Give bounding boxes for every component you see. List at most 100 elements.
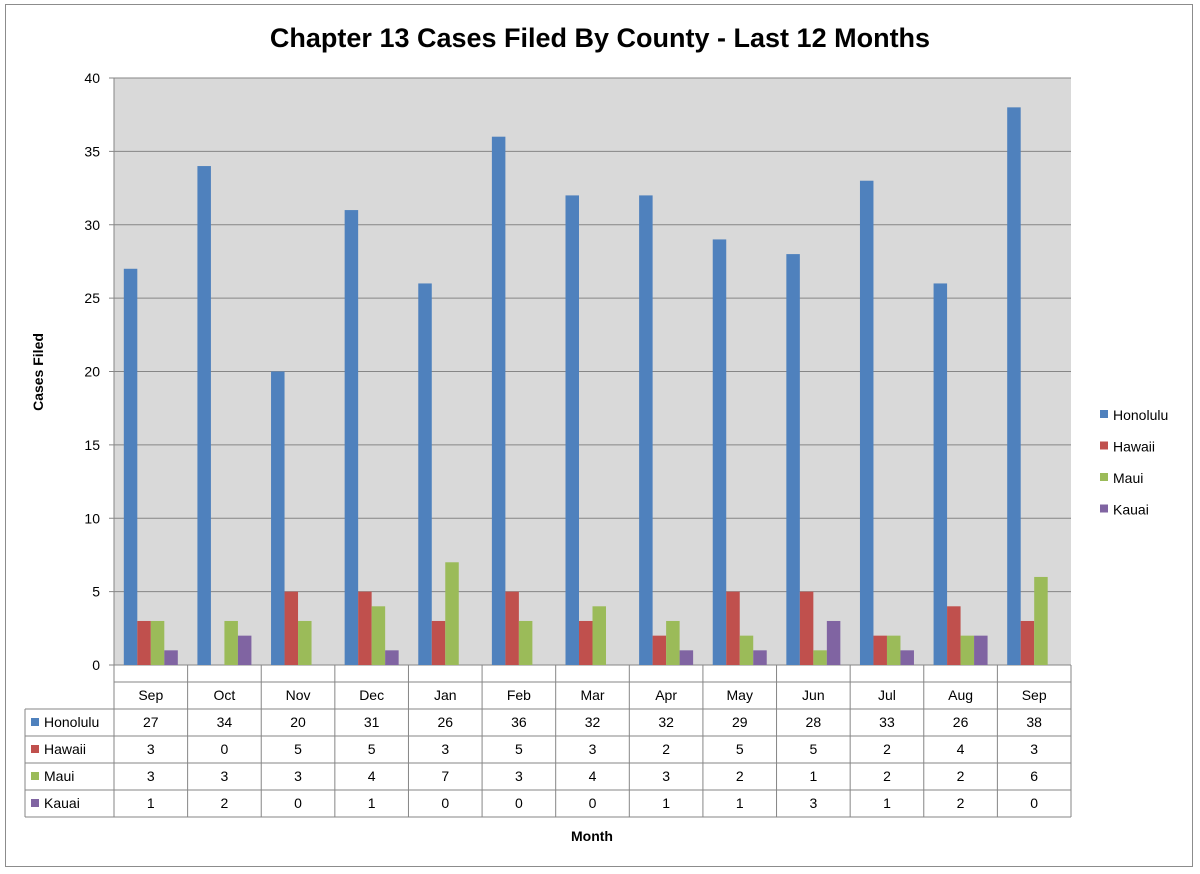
legend-label-hawaii: Hawaii bbox=[1113, 439, 1155, 455]
table-cell-value: 1 bbox=[368, 795, 376, 811]
bar-honolulu bbox=[1007, 107, 1021, 666]
table-cell-value: 27 bbox=[143, 714, 159, 730]
x-tick-label: Jun bbox=[802, 687, 825, 703]
table-cell-value: 33 bbox=[879, 714, 895, 730]
bar-hawaii bbox=[431, 620, 446, 665]
table-cell-value: 2 bbox=[883, 768, 891, 784]
table-legend-key bbox=[31, 745, 39, 753]
table-cell-value: 2 bbox=[957, 795, 965, 811]
table-cell-value: 20 bbox=[290, 714, 306, 730]
table-cell-value: 3 bbox=[147, 768, 155, 784]
table-cell-value: 0 bbox=[1030, 795, 1038, 811]
bar-maui bbox=[371, 606, 386, 665]
table-cell-value: 5 bbox=[736, 741, 744, 757]
bar-hawaii bbox=[652, 635, 667, 665]
x-tick-label: Sep bbox=[138, 687, 163, 703]
table-cell-value: 31 bbox=[364, 714, 380, 730]
legend-label-kauai: Kauai bbox=[1113, 502, 1149, 518]
y-tick-label: 20 bbox=[84, 364, 100, 380]
table-cell-value: 26 bbox=[437, 714, 453, 730]
x-tick-label: Apr bbox=[655, 687, 677, 703]
x-axis-title: Month bbox=[571, 828, 613, 844]
bar-maui bbox=[592, 606, 606, 665]
table-cell-value: 0 bbox=[294, 795, 302, 811]
table-cell-value: 1 bbox=[147, 795, 155, 811]
table-cell-value: 2 bbox=[883, 741, 891, 757]
bar-maui bbox=[518, 620, 533, 665]
bar-kauai bbox=[679, 650, 694, 665]
bar-maui bbox=[224, 620, 238, 665]
table-cell-value: 4 bbox=[589, 768, 597, 784]
y-axis-title: Cases Filed bbox=[30, 333, 46, 411]
bar-kauai bbox=[900, 650, 914, 665]
bar-hawaii bbox=[284, 591, 299, 665]
bar-maui bbox=[1034, 576, 1048, 665]
table-cell-value: 28 bbox=[806, 714, 822, 730]
table-series-label: Maui bbox=[44, 768, 74, 784]
table-series-label: Hawaii bbox=[44, 741, 86, 757]
bar-honolulu bbox=[418, 283, 432, 665]
bar-kauai bbox=[385, 650, 399, 665]
table-cell-value: 5 bbox=[294, 741, 302, 757]
bar-kauai bbox=[237, 635, 252, 665]
table-legend-key bbox=[31, 772, 39, 780]
table-cell-value: 1 bbox=[809, 768, 817, 784]
table-cell-value: 1 bbox=[662, 795, 670, 811]
table-legend-key bbox=[31, 718, 39, 726]
legend-key-maui bbox=[1100, 473, 1108, 481]
bar-maui bbox=[666, 620, 680, 665]
table-cell-value: 3 bbox=[1030, 741, 1038, 757]
x-tick-label: Jul bbox=[878, 687, 896, 703]
bar-maui bbox=[813, 650, 827, 665]
table-cell-value: 32 bbox=[585, 714, 601, 730]
table-cell-value: 3 bbox=[589, 741, 597, 757]
table-cell-value: 2 bbox=[736, 768, 744, 784]
table-cell-value: 3 bbox=[441, 741, 449, 757]
y-tick-label: 10 bbox=[84, 510, 100, 526]
bar-hawaii bbox=[358, 591, 372, 665]
bar-honolulu bbox=[344, 210, 359, 665]
y-tick-label: 0 bbox=[92, 657, 100, 673]
table-cell-value: 6 bbox=[1030, 768, 1038, 784]
chart-title: Chapter 13 Cases Filed By County - Last … bbox=[270, 23, 930, 53]
bar-kauai bbox=[826, 620, 841, 665]
bar-honolulu bbox=[933, 283, 948, 665]
bar-maui bbox=[298, 620, 312, 665]
y-tick-label: 5 bbox=[92, 584, 100, 600]
x-tick-label: Aug bbox=[948, 687, 973, 703]
table-cell-value: 3 bbox=[147, 741, 155, 757]
x-tick-label: Dec bbox=[359, 687, 384, 703]
bar-hawaii bbox=[505, 591, 519, 665]
table-cell-value: 4 bbox=[368, 768, 376, 784]
legend-key-kauai bbox=[1100, 504, 1108, 513]
table-cell-value: 38 bbox=[1026, 714, 1042, 730]
bar-maui bbox=[886, 635, 901, 665]
x-tick-label: May bbox=[727, 687, 753, 703]
x-tick-label: Oct bbox=[214, 687, 236, 703]
legend-key-hawaii bbox=[1100, 441, 1108, 450]
bar-hawaii bbox=[726, 591, 740, 665]
table-cell-value: 5 bbox=[368, 741, 376, 757]
bar-honolulu bbox=[565, 195, 579, 665]
table-cell-value: 0 bbox=[515, 795, 523, 811]
bar-maui bbox=[960, 635, 975, 665]
table-cell-value: 34 bbox=[217, 714, 233, 730]
table-cell-value: 5 bbox=[809, 741, 817, 757]
bar-honolulu bbox=[491, 136, 506, 665]
plot-area: 0 5 10 15 20 25 30 35 40 bbox=[84, 70, 1071, 673]
table-cell-value: 36 bbox=[511, 714, 527, 730]
y-tick-label: 25 bbox=[84, 290, 100, 306]
bar-honolulu bbox=[271, 371, 285, 665]
table-cell-value: 3 bbox=[809, 795, 817, 811]
table-series-label: Kauai bbox=[44, 795, 80, 811]
legend: Honolulu Hawaii Maui Kauai bbox=[1100, 407, 1168, 518]
x-tick-label: Nov bbox=[286, 687, 311, 703]
table-cell-value: 29 bbox=[732, 714, 748, 730]
table-cell-value: 4 bbox=[957, 741, 965, 757]
table-cell-value: 3 bbox=[662, 768, 670, 784]
legend-label-maui: Maui bbox=[1113, 470, 1143, 486]
table-cell-value: 1 bbox=[883, 795, 891, 811]
bar-honolulu bbox=[197, 166, 211, 666]
table-cell-value: 0 bbox=[441, 795, 449, 811]
